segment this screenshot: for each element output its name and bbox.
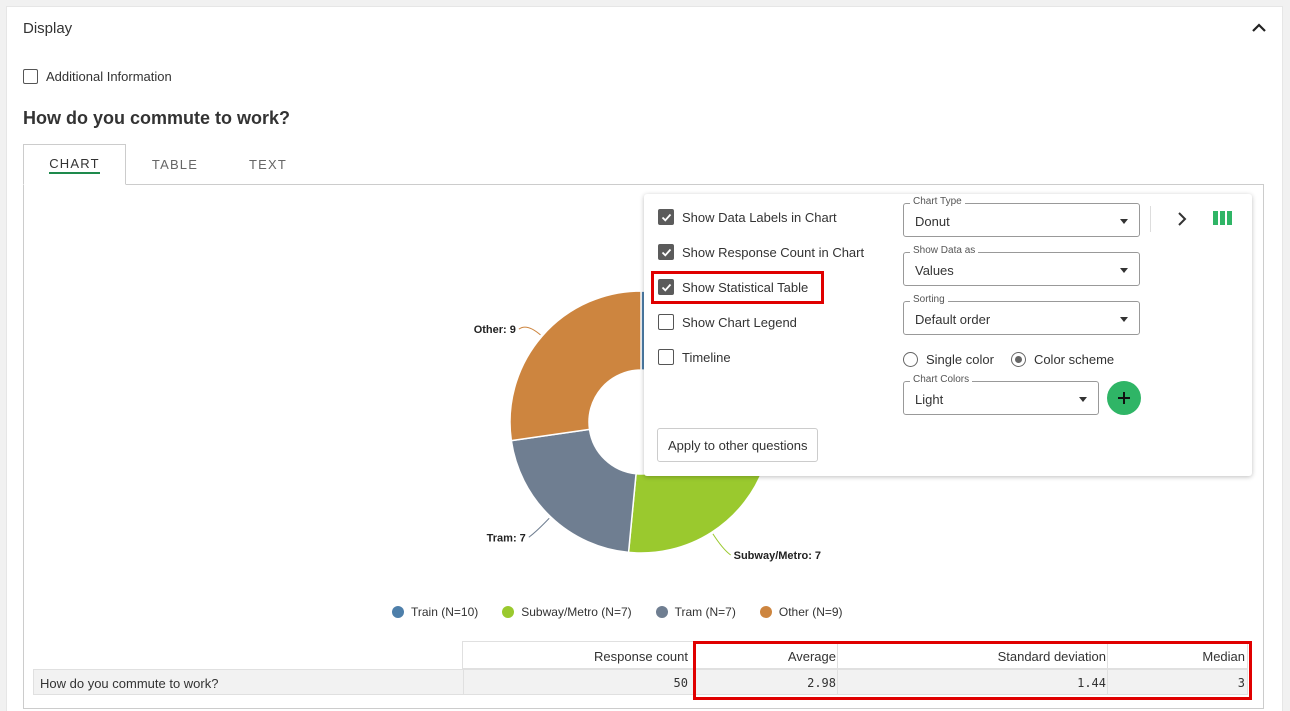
chart-colors-select[interactable]: Chart Colors Light	[903, 374, 1099, 415]
data-label-connector	[528, 517, 550, 538]
tab-table[interactable]: TABLE	[151, 157, 199, 172]
legend-swatch	[655, 606, 668, 618]
chevron-up-icon[interactable]	[1250, 21, 1268, 35]
show-statistical-table-option[interactable]: Show Statistical Table	[658, 279, 808, 295]
header-median: Median	[1202, 649, 1245, 664]
table-row: How do you commute to work? 50 2.98 1.44…	[33, 669, 1248, 695]
dropdown-caret-icon	[1079, 397, 1087, 402]
tab-text[interactable]: TEXT	[248, 157, 288, 172]
legend-item[interactable]: Other (N=9)	[759, 605, 843, 619]
additional-information-checkbox[interactable]: Additional Information	[23, 69, 172, 84]
data-label: Tram: 7	[487, 532, 526, 544]
color-mode-radio-group: Single color Color scheme	[903, 352, 1114, 367]
cell-median: 3	[1237, 676, 1245, 690]
donut-slice-other[interactable]	[509, 290, 642, 442]
checkbox-checked-icon[interactable]	[658, 244, 674, 260]
legend-label: Tram (N=7)	[674, 605, 736, 619]
dropdown-caret-icon	[1120, 219, 1128, 224]
cell-average: 2.98	[807, 676, 836, 690]
add-color-button[interactable]	[1107, 381, 1141, 415]
sorting-select[interactable]: Sorting Default order	[903, 294, 1140, 335]
stats-header-row: Response count Average Standard deviatio…	[462, 641, 1248, 669]
cell-response-count: 50	[673, 676, 688, 690]
legend-swatch	[502, 606, 515, 618]
legend-label: Train (N=10)	[411, 605, 479, 619]
show-response-count-option[interactable]: Show Response Count in Chart	[658, 244, 864, 260]
checkbox-icon[interactable]	[658, 349, 674, 365]
timeline-option[interactable]: Timeline	[658, 349, 731, 365]
cell-standard-deviation: 1.44	[1077, 676, 1106, 690]
row-label: How do you commute to work?	[40, 676, 219, 691]
checkbox-checked-icon[interactable]	[658, 279, 674, 295]
additional-information-label: Additional Information	[46, 69, 172, 84]
dropdown-caret-icon	[1120, 317, 1128, 322]
header-average: Average	[787, 649, 836, 664]
single-color-radio[interactable]	[903, 352, 918, 367]
apply-to-other-questions-button[interactable]: Apply to other questions	[657, 428, 819, 462]
chart-legend: Train (N=10) Subway/Metro (N=7) Tram (N=7)…	[392, 605, 867, 619]
section-title[interactable]: Display	[23, 20, 73, 37]
tab-chart[interactable]: CHART	[23, 144, 126, 185]
header-standard-deviation: Standard deviation	[997, 649, 1106, 664]
show-data-as-select[interactable]: Show Data as Values	[903, 245, 1140, 286]
legend-item[interactable]: Train (N=10)	[392, 605, 478, 619]
chevron-right-icon[interactable]	[1175, 211, 1189, 227]
donut-slice-tram[interactable]	[510, 428, 637, 554]
checkbox-icon[interactable]	[23, 69, 38, 84]
legend-item[interactable]: Tram (N=7)	[655, 605, 736, 619]
question-title: How do you commute to work?	[23, 108, 291, 128]
show-data-labels-option[interactable]: Show Data Labels in Chart	[658, 209, 837, 225]
color-scheme-radio[interactable]	[1010, 352, 1026, 367]
checkbox-checked-icon[interactable]	[658, 209, 674, 225]
legend-item[interactable]: Subway/Metro (N=7)	[502, 605, 632, 619]
show-chart-legend-option[interactable]: Show Chart Legend	[658, 314, 797, 330]
plus-icon	[1118, 392, 1130, 404]
legend-swatch	[392, 606, 404, 618]
data-label: Other: 9	[474, 324, 516, 336]
toolbar-divider	[1150, 206, 1151, 232]
checkbox-icon[interactable]	[658, 314, 674, 330]
data-label-connector	[712, 533, 731, 556]
chart-settings-popup: Show Data Labels in Chart Show Response …	[644, 194, 1252, 476]
chart-type-select[interactable]: Chart Type Donut	[903, 196, 1140, 237]
dropdown-caret-icon	[1120, 268, 1128, 273]
column-chart-icon[interactable]	[1213, 210, 1233, 226]
header-response-count: Response count	[594, 649, 688, 664]
data-label-connector	[518, 326, 541, 336]
legend-label: Subway/Metro (N=7)	[521, 605, 632, 619]
legend-label: Other (N=9)	[778, 605, 843, 619]
legend-swatch	[759, 606, 772, 618]
data-label: Subway/Metro: 7	[734, 550, 821, 562]
